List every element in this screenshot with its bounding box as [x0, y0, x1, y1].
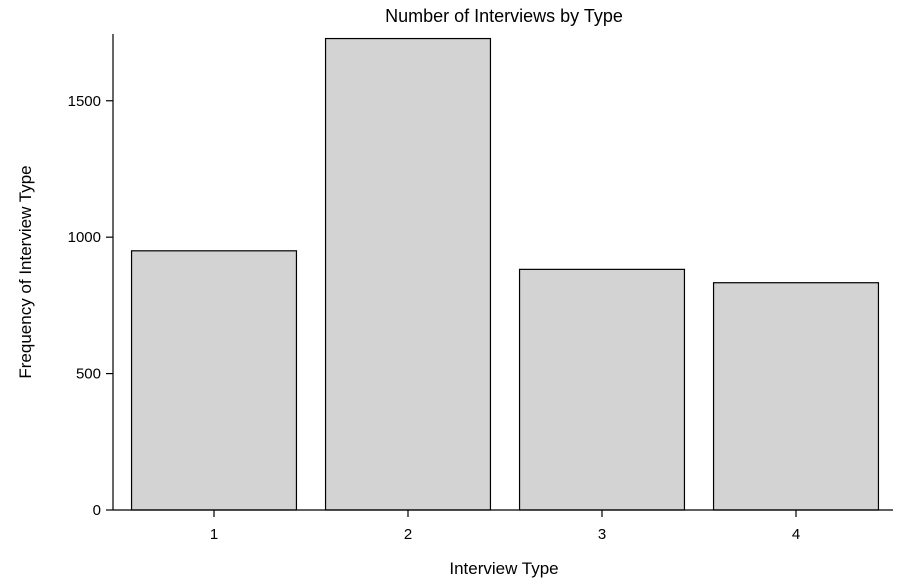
x-tick-label-3: 3 — [598, 526, 606, 543]
y-tick-label-1500: 1500 — [68, 93, 101, 110]
x-tick-label-4: 4 — [792, 526, 800, 543]
x-tick-label-1: 1 — [210, 526, 218, 543]
bars-group — [130, 37, 880, 511]
y-axis-label: Frequency of Interview Type — [16, 165, 35, 378]
x-axis-label: Interview Type — [449, 559, 558, 578]
bar-1 — [130, 250, 298, 511]
bar-3 — [518, 268, 686, 511]
bar-2 — [324, 37, 492, 511]
x-axis-ticks: 1 2 3 4 — [210, 510, 800, 543]
y-axis-ticks: 0 500 1000 1500 — [68, 93, 113, 519]
y-tick-label-1000: 1000 — [68, 229, 101, 246]
y-tick-label-0: 0 — [93, 502, 101, 519]
chart-title: Number of Interviews by Type — [385, 6, 623, 26]
y-tick-label-500: 500 — [76, 366, 101, 383]
x-tick-label-2: 2 — [404, 526, 412, 543]
bar-4 — [712, 282, 880, 511]
